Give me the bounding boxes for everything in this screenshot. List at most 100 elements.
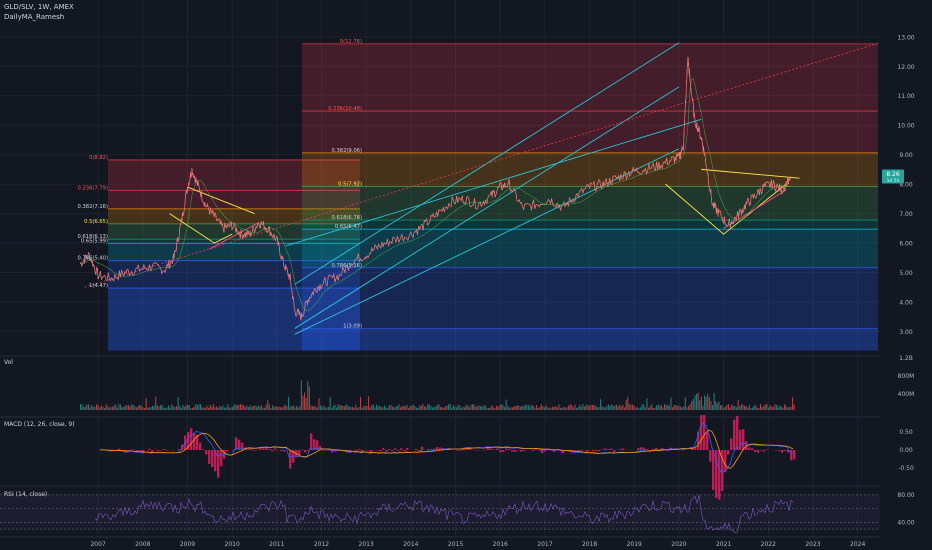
volume-bar — [438, 404, 440, 410]
fib-b-level-label: 1(3.09) — [343, 324, 362, 330]
volume-bar — [608, 404, 610, 410]
volume-bar — [246, 405, 248, 410]
fib-b-level-label: 0(12.76) — [340, 39, 362, 45]
price-tick-label: 3.00 — [899, 329, 913, 336]
volume-bar — [187, 404, 189, 410]
volume-bar — [572, 407, 574, 410]
macd-histogram-bar — [235, 437, 238, 450]
volume-bar — [384, 405, 386, 410]
macd-histogram-bar — [208, 450, 211, 464]
rsi-tick-label: 80.00 — [897, 492, 914, 499]
macd-histogram-bar — [553, 450, 556, 452]
macd-histogram-bar — [163, 448, 166, 450]
time-tick-label: 2010 — [225, 541, 240, 548]
volume-bar — [134, 406, 136, 410]
fib-a-zone — [108, 208, 360, 224]
volume-bar — [425, 406, 427, 410]
volume-bar — [86, 404, 88, 410]
fib-retracements[interactable] — [108, 43, 878, 351]
volume-bar — [268, 404, 270, 410]
volume-bar — [587, 405, 589, 410]
macd-histogram-bar — [640, 447, 643, 450]
volume-bar — [784, 404, 786, 410]
macd-histogram-bar — [502, 450, 505, 452]
price-tick-label: 12.00 — [897, 64, 914, 71]
volume-bar — [606, 405, 608, 410]
volume-bar — [264, 407, 266, 410]
macd-histogram-bar — [193, 433, 196, 450]
volume-bar — [344, 406, 346, 410]
volume-bar — [347, 405, 349, 410]
macd-histogram-bar — [742, 429, 745, 450]
macd-histogram-bar — [289, 450, 292, 469]
volume-bar — [475, 406, 477, 410]
macd-histogram-bar — [661, 448, 664, 450]
volume-bar — [217, 407, 219, 410]
volume-bar — [512, 407, 514, 410]
volume-bar — [424, 406, 426, 410]
volume-bar — [772, 406, 774, 410]
volume-bar — [736, 407, 738, 410]
macd-histogram-bar — [403, 450, 406, 451]
volume-bar — [491, 405, 493, 410]
volume-bar — [350, 406, 352, 410]
macd-histogram-bar — [727, 450, 730, 455]
volume-bar — [676, 405, 678, 410]
macd-histogram-bar — [385, 450, 388, 452]
volume-bar — [182, 404, 184, 410]
volume-bar — [625, 399, 627, 410]
volume-bar — [552, 406, 554, 410]
volume-bar — [544, 407, 546, 410]
volume-bar — [414, 406, 416, 410]
volume-bar — [547, 407, 549, 410]
macd-histogram-bar — [520, 450, 523, 452]
volume-bar — [286, 406, 288, 410]
macd-histogram-bar — [307, 450, 310, 452]
macd-histogram-bar — [469, 447, 472, 450]
volume-bar — [528, 404, 530, 410]
volume-bar — [398, 404, 400, 410]
macd-histogram-bar — [391, 450, 394, 451]
volume-bar — [356, 407, 358, 410]
time-tick-label: 2024 — [850, 541, 865, 548]
volume-bar — [326, 407, 328, 410]
volume-bar — [102, 406, 104, 410]
macd-histogram-bar — [160, 450, 163, 451]
volume-bar — [360, 396, 362, 410]
macd-histogram-bar — [322, 450, 325, 451]
volume-bar — [436, 404, 438, 410]
macd-histogram-bar — [532, 450, 535, 451]
indicator-title[interactable]: DailyMA_Ramesh — [4, 13, 65, 21]
volume-bar — [304, 392, 306, 410]
volume-bar — [459, 405, 461, 410]
macd-histogram-bar — [787, 450, 790, 453]
macd-histogram-bar — [211, 450, 214, 468]
macd-histogram-bar — [367, 450, 370, 451]
macd-histogram-bar — [190, 428, 193, 450]
channel-trendline — [285, 118, 702, 247]
trend-drawings[interactable] — [84, 42, 881, 335]
fib-a-level-label: 0.236(7.79) — [78, 185, 108, 191]
symbol-title[interactable]: GLD/SLV, 1W, AMEX — [4, 3, 74, 11]
volume-bar — [622, 405, 624, 410]
macd-histogram-bar — [400, 448, 403, 450]
volume-bar — [460, 407, 462, 410]
volume-bar — [318, 398, 320, 410]
volume-bar — [523, 405, 525, 410]
volume-bar — [705, 396, 707, 410]
volume-bar — [704, 395, 706, 410]
macd-histogram-bar — [415, 449, 418, 450]
fib-a-level-label: 0.5(6.65) — [84, 219, 108, 225]
volume-bar — [513, 406, 515, 410]
volume-bar — [422, 404, 424, 410]
volume-bar — [267, 399, 269, 410]
macd-histogram-bar — [751, 448, 754, 450]
macd-histogram-bar — [760, 450, 763, 451]
macd-histogram-bar — [397, 450, 400, 451]
volume-bar — [760, 404, 762, 410]
volume-bar — [113, 405, 115, 410]
volume-bar — [584, 406, 586, 410]
macd-tick-label: 0.00 — [899, 447, 913, 454]
volume-bar — [560, 407, 562, 410]
